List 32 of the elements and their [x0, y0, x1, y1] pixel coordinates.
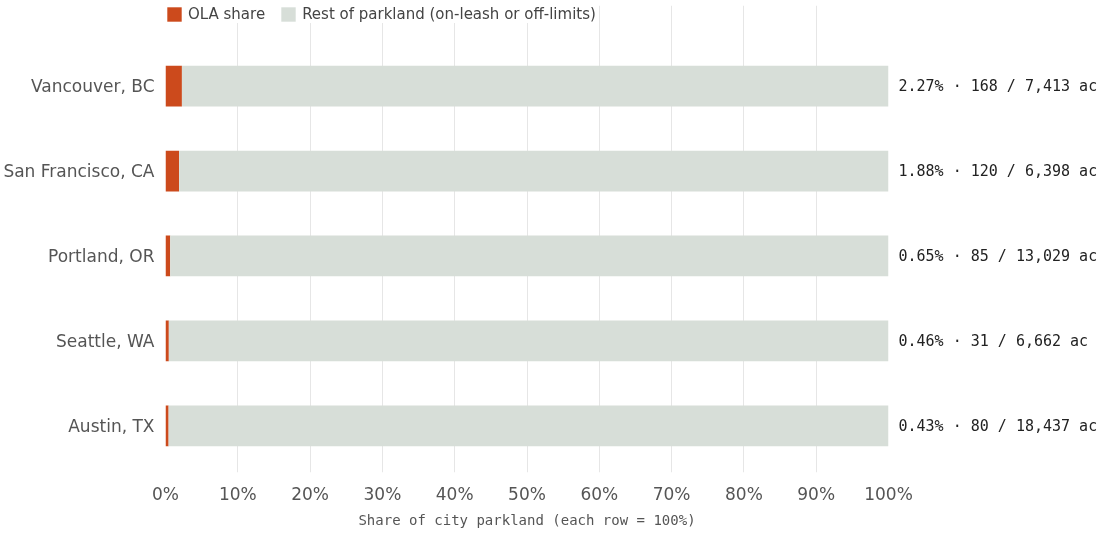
text: 2.27% · 168 / 7,413 ac: [898, 77, 1098, 96]
x-tick-label: 40%: [435, 483, 474, 504]
text: 0.46% · 31 / 6,662 ac: [898, 331, 1089, 350]
x-tick-label: 0%: [152, 483, 179, 504]
x-tick-label: 20%: [291, 483, 329, 504]
legend-label: OLA share: [188, 5, 266, 23]
bar: [165, 150, 180, 192]
bar: [168, 405, 889, 447]
bar: [170, 235, 889, 277]
x-tick-label: 50%: [508, 483, 546, 504]
x-tick-label: 90%: [797, 483, 836, 504]
x-tick-label: 70%: [652, 483, 691, 504]
y-tick-label: Portland, OR: [48, 245, 155, 266]
y-tick-label: Austin, TX: [68, 415, 155, 436]
x-tick-label: 100%: [864, 483, 913, 504]
x-tick-label: 60%: [580, 483, 619, 504]
x-tick-label: 30%: [363, 483, 402, 504]
legend-label: Rest of parkland (on-leash or off-limits): [302, 5, 596, 23]
text: 0.65% · 85 / 13,029 ac: [898, 246, 1098, 265]
bar: [181, 65, 889, 107]
x-axis-title: Share of city parkland (each row = 100%): [358, 511, 696, 528]
text: 1.88% · 120 / 6,398 ac: [898, 162, 1098, 181]
bar: [179, 150, 889, 192]
y-tick-label: Vancouver, BC: [30, 76, 155, 97]
y-tick-label: San Francisco, CA: [3, 161, 155, 182]
x-tick-label: 80%: [725, 483, 763, 504]
bar: [165, 65, 182, 107]
y-tick-label: Seattle, WA: [56, 330, 155, 351]
bar: [168, 320, 889, 362]
x-tick-label: 10%: [218, 483, 257, 504]
text: 0.43% · 80 / 18,437 ac: [898, 416, 1098, 435]
bar: [165, 405, 169, 447]
